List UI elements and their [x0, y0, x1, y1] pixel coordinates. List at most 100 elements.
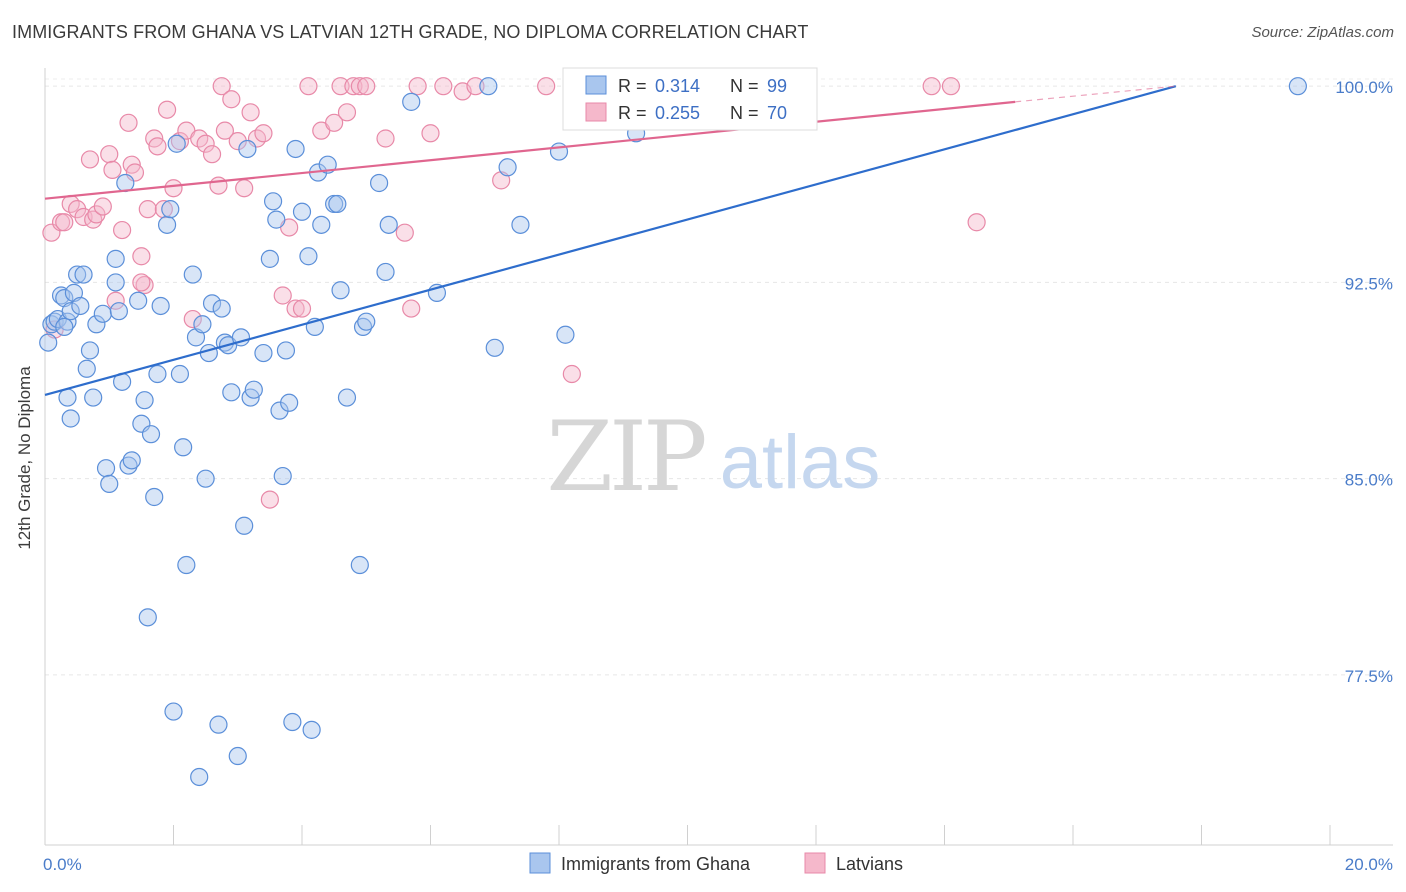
latvians-point: [325, 113, 344, 132]
ghana-point: [283, 712, 302, 732]
ghana-point: [312, 215, 331, 234]
trend-lines: [44, 85, 1177, 396]
legend-n-label-ghana: N =: [730, 76, 759, 96]
ghana-point: [145, 487, 164, 507]
ghana-point: [402, 92, 421, 111]
ghana-point: [556, 325, 575, 344]
ghana-point: [292, 202, 312, 221]
latvians-points: [42, 77, 986, 509]
ghana-point: [222, 383, 241, 402]
series-swatch-ghana: [529, 852, 551, 874]
ghana-point: [39, 333, 58, 352]
ghana-point: [190, 767, 209, 787]
ghana-point: [238, 139, 257, 159]
y-axis-label: 12th Grade, No Diploma: [15, 366, 34, 550]
ghana-point: [77, 359, 96, 378]
series-name-ghana: Immigrants from Ghana: [561, 854, 751, 874]
ghana-points: [39, 77, 1307, 787]
ghana-point: [84, 388, 103, 407]
latvians-point: [344, 77, 363, 96]
legend-r-label-ghana: R =: [618, 76, 647, 96]
ghana-point: [151, 296, 170, 316]
latvians-point: [138, 200, 157, 219]
latvians-trend-line: [44, 100, 1016, 200]
legend-swatch-ghana: [585, 75, 607, 95]
ghana-point: [1288, 77, 1307, 96]
legend-swatch-latvians: [585, 102, 607, 122]
ghana-point: [280, 393, 299, 412]
ghana-point: [357, 312, 376, 331]
latvians-point: [93, 197, 112, 216]
ghana-point: [58, 388, 77, 407]
ghana-point: [498, 158, 517, 177]
ghana-point: [45, 312, 64, 331]
ghana-point: [276, 341, 296, 360]
latvians-point: [103, 160, 122, 179]
ghana-point: [199, 343, 218, 363]
watermark: ZIP atlas: [546, 401, 880, 513]
latvians-point: [376, 129, 395, 148]
axes: [44, 68, 1393, 846]
latvians-trend-extension: [1015, 85, 1176, 103]
ghana-point: [129, 291, 148, 310]
latvians-point: [421, 124, 440, 143]
source-label: Source: ZipAtlas.com: [1251, 24, 1394, 41]
latvians-point: [941, 77, 961, 96]
ghana-point: [286, 139, 305, 159]
ghana-point: [122, 451, 141, 470]
latvians-point: [260, 490, 279, 509]
latvians-point: [148, 137, 167, 156]
series-swatch-latvians: [804, 852, 826, 874]
latvians-point: [80, 150, 100, 169]
latvians-point: [119, 113, 138, 132]
latvians-point: [154, 200, 173, 219]
latvians-point: [55, 213, 74, 232]
series-name-latvians: Latvians: [836, 854, 903, 874]
latvians-point: [106, 291, 125, 310]
ghana-point: [353, 317, 373, 336]
latvians-point: [212, 77, 231, 96]
ghana-point: [379, 215, 398, 234]
ghana-point: [58, 312, 77, 331]
series-legend: Immigrants from Ghana Latvians: [529, 852, 903, 874]
chart-title: IMMIGRANTS FROM GHANA VS LATVIAN 12TH GR…: [12, 22, 809, 42]
ghana-point: [196, 469, 215, 488]
ghana-trend-line: [44, 85, 1177, 396]
latvians-point: [84, 210, 103, 229]
ghana-point: [479, 77, 498, 96]
latvians-point: [299, 77, 318, 96]
latvians-point: [132, 247, 151, 266]
ghana-point: [174, 438, 193, 457]
latvians-point: [202, 145, 222, 164]
ghana-point: [202, 294, 222, 313]
ghana-point: [370, 173, 389, 193]
ghana-point: [328, 194, 347, 214]
ghana-point: [71, 296, 90, 316]
ghana-point: [87, 315, 106, 334]
ghana-point: [263, 192, 283, 211]
ghana-point: [135, 391, 154, 410]
y-tick-label: 77.5%: [1345, 667, 1393, 686]
ghana-point: [119, 456, 138, 475]
ghana-point: [331, 281, 350, 300]
latvians-point: [408, 77, 427, 96]
ghana-point: [161, 200, 180, 219]
ghana-point: [148, 364, 167, 384]
latvians-point: [164, 179, 183, 198]
ghana-point: [254, 343, 273, 363]
ghana-point: [337, 388, 357, 407]
ghana-point: [157, 215, 177, 234]
ghana-point: [116, 173, 135, 193]
y-tick-labels: 100.0% 92.5% 85.0% 77.5%: [1335, 78, 1393, 686]
watermark-zip: ZIP: [546, 401, 705, 513]
latvians-point: [254, 124, 273, 143]
legend-r-ghana: 0.314: [655, 76, 700, 96]
ghana-point: [61, 302, 80, 321]
latvians-point: [337, 103, 357, 122]
x-tick-label: 20.0%: [1345, 855, 1393, 874]
ghana-point: [109, 302, 128, 321]
ghana-point: [376, 262, 395, 282]
legend-r-label-latvians: R =: [618, 103, 647, 123]
latvians-point: [222, 90, 241, 109]
